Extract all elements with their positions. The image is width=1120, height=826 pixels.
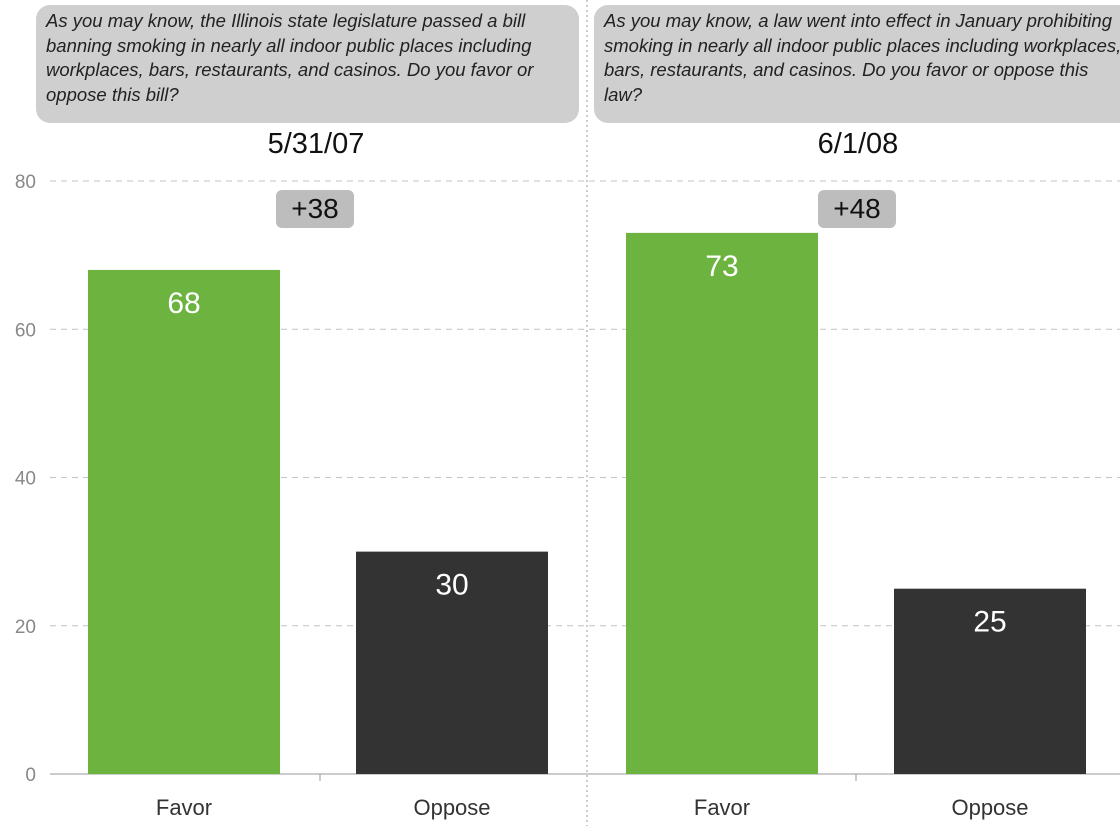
panel-2-difference-badge: +48 [818,190,896,228]
x-tick-label: Oppose [413,795,490,820]
y-tick-label: 80 [15,172,36,193]
panel-2-question: As you may know, a law went into effect … [594,5,1120,123]
x-tick-label: Favor [156,795,212,820]
bar-favor [88,269,280,774]
panel-1-title: 5/31/07 [267,128,365,160]
y-tick-label: 40 [15,469,36,490]
bar-oppose [894,588,1086,774]
y-tick-label: 60 [15,320,36,341]
panel-1-difference-badge: +38 [276,190,354,228]
x-tick-label: Oppose [951,795,1028,820]
bar-value-label: 73 [705,250,738,283]
bar-value-label: 68 [167,287,200,320]
panel-2-title: 6/1/08 [817,128,899,160]
bar-value-label: 30 [435,569,468,602]
y-tick-label: 0 [25,765,36,786]
x-tick-label: Favor [694,795,750,820]
y-tick-label: 20 [15,617,36,638]
panel-1-question: As you may know, the Illinois state legi… [36,5,579,123]
bar-oppose [356,551,548,774]
bar-favor [626,232,818,774]
bar-value-label: 25 [973,606,1006,639]
